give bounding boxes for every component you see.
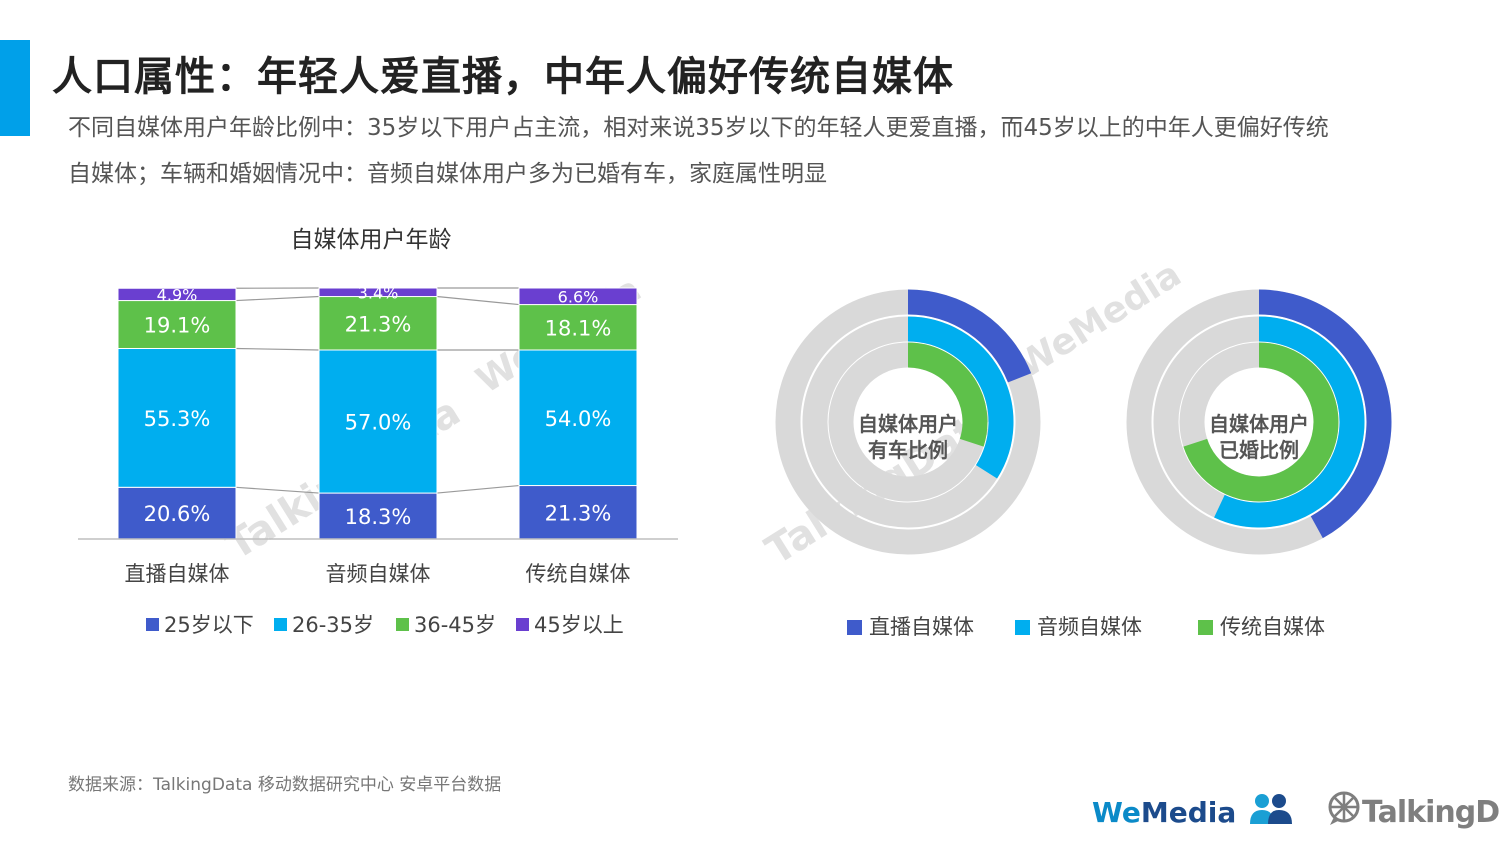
chart-title: 自媒体用户年龄 [291,227,452,253]
ring-value-arc [907,316,1014,479]
talkingdata-icon [1328,791,1360,825]
series-connector-line [436,295,520,306]
ring-value-arc [1183,342,1339,502]
legend-swatch [396,618,409,631]
bar-data-label: 21.3% [345,312,412,336]
bar-segment [518,485,638,540]
page-title: 人口属性：年轻人爱直播，中年人偏好传统自媒体 [52,54,954,100]
data-source-note: 数据来源：TalkingData 移动数据研究中心 安卓平台数据 [68,775,502,795]
ring-value-arc [1214,316,1365,528]
talkingdata-logo-text: TalkingData [1362,795,1500,830]
legend-swatch [146,618,159,631]
legend-label: 25岁以下 [164,613,254,637]
legend-swatch [516,618,529,631]
legend-swatch [274,618,287,631]
series-connector-line [235,486,320,494]
talkingdata-logo: TalkingData [1326,786,1500,830]
ring-value-arc [907,342,988,447]
bar-data-label: 55.3% [144,407,211,431]
ring-value-arc [1258,289,1392,539]
series-connector-line [235,295,320,302]
series-connector-line [235,347,320,351]
bar-segment [518,287,638,306]
bar-data-label: 18.1% [545,316,612,340]
donut-center-label: 自媒体用户 [1209,412,1309,436]
bar-data-label: 19.1% [144,314,211,338]
legend-swatch [1015,620,1030,635]
bar-data-label: 20.6% [144,502,211,526]
bar-data-label: 21.3% [545,501,612,525]
legend-label: 26-35岁 [292,613,374,637]
bar-segment [117,347,237,488]
bar-data-label: 6.6% [558,287,599,306]
donut-center-label: 有车比例 [868,438,948,462]
legend-label: 直播自媒体 [869,615,974,639]
accent-bar [0,40,30,136]
legend-swatch [1198,620,1213,635]
description-line-2: 自媒体；车辆和婚姻情况中：音频自媒体用户多为已婚有车，家庭属性明显 [68,161,827,187]
x-tick-label: 传统自媒体 [526,562,631,586]
legend-label: 36-45岁 [414,613,496,637]
donut-center-label: 已婚比例 [1219,438,1299,462]
wemedia-logo-we: We [1092,796,1141,829]
people-icon [1250,794,1293,824]
ring-value-arc [907,289,1032,383]
description-line-1: 不同自媒体用户年龄比例中：35岁以下用户占主流，相对来说35岁以下的年轻人更爱直… [68,115,1329,141]
stacked-bar-chart: 自媒体用户年龄 20.6% 55.3% 19.1% 4.9% 直播自媒体 18.3% 57.0… [78,227,678,637]
legend-swatch [847,620,862,635]
bar-segment [318,287,438,298]
series-connector-line [436,484,520,494]
bar-data-label: 57.0% [345,411,412,435]
legend-label: 45岁以上 [534,613,624,637]
bar-segment [117,287,237,302]
legend-label: 音频自媒体 [1037,615,1142,639]
legend-label: 传统自媒体 [1220,615,1325,639]
x-tick-label: 直播自媒体 [125,562,230,586]
bar-data-label: 3.4% [358,283,399,302]
bar-segment [518,349,638,487]
bar-segment [318,349,438,494]
bar-data-label: 18.3% [345,505,412,529]
bar-segment [117,300,237,349]
bar-data-label: 4.9% [157,285,198,304]
bar-data-label: 54.0% [545,407,612,431]
wemedia-logo-media: Media [1140,796,1237,829]
wemedia-logo: WeMedia [1092,788,1293,829]
bar-segment [318,296,438,351]
bar-segment [117,486,237,540]
x-tick-label: 音频自媒体 [326,562,431,586]
donut-center-label: 自媒体用户 [858,412,958,436]
